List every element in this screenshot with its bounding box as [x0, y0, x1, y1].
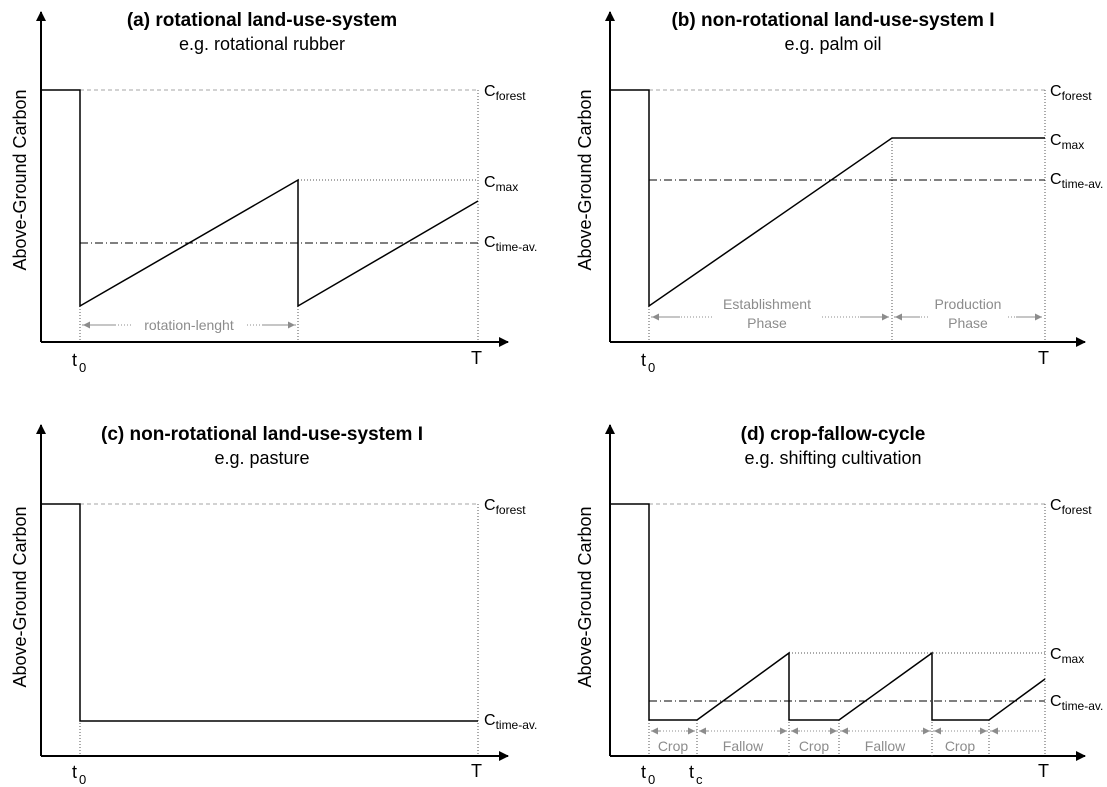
panel-b-T-label: T: [1038, 348, 1049, 368]
panel-c-y-axis-label: Above-Ground Carbon: [10, 506, 30, 687]
panel-b-subtitle: e.g. palm oil: [784, 34, 881, 54]
panel-d-seg4-label-bg: [860, 736, 912, 754]
panel-b-establishment-label-bg: [712, 296, 822, 332]
panel-b-production-label-bg: [928, 296, 1008, 332]
panel-c-carbon-curve: [41, 503, 478, 722]
panel-a-carbon-curve: [41, 89, 479, 308]
panel-c-c-time-av-label: Ctime-av.: [484, 712, 537, 732]
panel-d-segment-label-2: Fallow: [723, 738, 764, 754]
panel-d-segment-label-5: Crop: [945, 738, 976, 754]
panel-d-segment-label-1: Crop: [658, 738, 689, 754]
panel-d-segment-label-3: Crop: [799, 738, 830, 754]
panel-a-rotation-length-label: rotation-lenght: [144, 317, 234, 333]
panel-a-y-axis-label: Above-Ground Carbon: [10, 89, 30, 270]
panel-b-y-axis-label: Above-Ground Carbon: [575, 89, 595, 270]
panel-b-establishment-label-2: Phase: [747, 315, 787, 331]
panel-b: (b) non-rotational land-use-system I e.g…: [575, 10, 1103, 375]
panel-a-c-max-label: Cmax: [484, 174, 518, 194]
panel-a-subtitle: e.g. rotational rubber: [179, 34, 345, 54]
panel-a: (a) rotational land-use-system e.g. rota…: [10, 10, 537, 375]
panel-d-segment-label-4: Fallow: [865, 738, 906, 754]
panel-d-T-label: T: [1038, 761, 1049, 781]
panel-b-production-label-1: Production: [935, 296, 1002, 312]
panel-a-c-time-av-label: Ctime-av.: [484, 234, 537, 254]
panel-d-y-axis-label: Above-Ground Carbon: [575, 506, 595, 687]
panel-d-c-forest-label: Cforest: [1050, 497, 1092, 517]
panel-a-rotation-label-bg: [133, 316, 246, 334]
panel-c-title: (c) non-rotational land-use-system I: [101, 424, 423, 445]
panel-c-c-forest-label: Cforest: [484, 497, 526, 517]
panel-b-c-forest-label: Cforest: [1050, 83, 1092, 103]
panel-c: (c) non-rotational land-use-system I e.g…: [10, 424, 537, 787]
panel-d-c-time-av-label: Ctime-av.: [1050, 693, 1103, 713]
panel-d-title: (d) crop-fallow-cycle: [741, 424, 926, 445]
panel-b-c-max-label: Cmax: [1050, 132, 1084, 152]
panel-b-production-label-2: Phase: [948, 315, 988, 331]
panel-d-carbon-curve: [610, 503, 1046, 721]
panel-d-subtitle: e.g. shifting cultivation: [744, 448, 921, 468]
panel-b-c-time-av-label: Ctime-av.: [1050, 171, 1103, 191]
panel-b-title: (b) non-rotational land-use-system I: [671, 10, 994, 31]
panel-d-seg2-label-bg: [718, 736, 770, 754]
panel-a-T-label: T: [471, 348, 482, 368]
panel-d: (d) crop-fallow-cycle e.g. shifting cult…: [575, 424, 1103, 787]
panel-d-c-max-label: Cmax: [1050, 646, 1084, 666]
panel-b-carbon-curve: [610, 89, 1045, 308]
panel-c-subtitle: e.g. pasture: [214, 448, 309, 468]
panel-d-seg3-label-bg: [800, 736, 829, 754]
panel-b-establishment-label-1: Establishment: [723, 296, 811, 312]
panel-a-c-forest-label: Cforest: [484, 83, 526, 103]
panel-c-T-label: T: [471, 761, 482, 781]
panel-d-seg5-label-bg: [946, 736, 975, 754]
panel-a-title: (a) rotational land-use-system: [127, 10, 397, 31]
panel-d-seg1-label-bg: [660, 736, 688, 754]
